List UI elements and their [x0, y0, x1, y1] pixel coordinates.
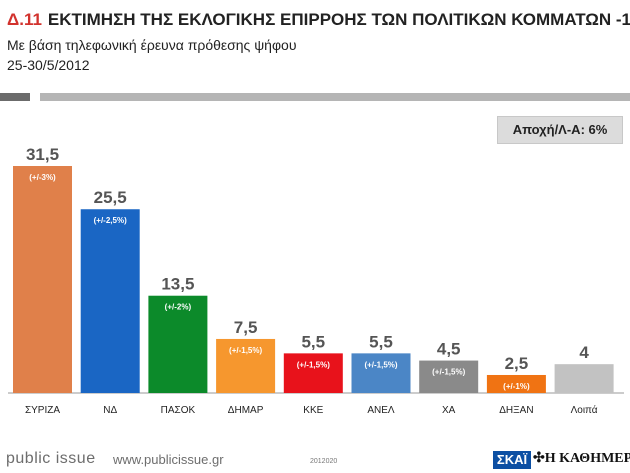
value-label-4: 5,5: [301, 332, 325, 351]
kathimerini-label: Η ΚΑΘΗΜΕΡΙΝΗ: [544, 451, 630, 466]
bar-7: [486, 374, 546, 393]
category-label-5: ΑΝΕΛ: [367, 405, 395, 416]
value-label-1: 25,5: [94, 188, 127, 207]
margin-label-4: (+/-1,5%): [297, 360, 330, 369]
skai-logo: ΣΚΑΪ: [493, 451, 531, 469]
margin-label-5: (+/-1,5%): [364, 360, 397, 369]
bar-8: [554, 364, 614, 393]
category-label-8: Λοιπά: [571, 404, 598, 416]
title-text: ΕΚΤΙΜΗΣΗ ΤΗΣ ΕΚΛΟΓΙΚΗΣ ΕΠΙΡΡΟΗΣ ΤΩΝ ΠΟΛΙ…: [47, 10, 630, 29]
subtitle: Με βάση τηλεφωνική έρευνα πρόθεσης ψήφου: [7, 37, 297, 53]
value-label-5: 5,5: [369, 332, 393, 351]
value-label-0: 31,5: [26, 145, 59, 164]
title-code: Δ.11: [7, 10, 42, 29]
value-label-3: 7,5: [234, 318, 258, 337]
category-label-2: ΠΑΣΟΚ: [161, 405, 196, 416]
margin-label-2: (+/-2%): [165, 303, 192, 312]
margin-label-3: (+/-1,5%): [229, 346, 262, 355]
category-label-3: ΔΗΜΑΡ: [228, 405, 264, 416]
margin-label-0: (+/-3%): [29, 173, 56, 182]
category-label-6: ΧΑ: [442, 405, 456, 416]
margin-label-6: (+/-1,5%): [432, 368, 465, 377]
page-title: Δ.11 ΕΚΤΙΜΗΣΗ ΤΗΣ ΕΚΛΟΓΙΚΗΣ ΕΠΙΡΡΟΗΣ ΤΩΝ …: [7, 10, 630, 30]
category-label-1: ΝΔ: [103, 405, 117, 416]
bar-3: [216, 338, 276, 393]
header-rule-dark: [0, 93, 30, 101]
brand-url: www.publicissue.gr: [113, 452, 224, 467]
survey-date: 25-30/5/2012: [7, 57, 90, 73]
value-label-6: 4,5: [437, 340, 461, 359]
margin-label-1: (+/-2,5%): [94, 216, 127, 225]
value-label-2: 13,5: [161, 275, 194, 294]
bar-5: [351, 353, 411, 393]
survey-code: 2012020: [310, 458, 338, 465]
brand-logo: public issue: [6, 450, 96, 467]
category-label-4: ΚΚΕ: [303, 405, 323, 416]
abstention-badge: Αποχή/Λ-Α: 6%: [497, 116, 623, 144]
bar-4: [283, 353, 343, 393]
bar-0: [13, 166, 72, 393]
bar-1: [80, 209, 140, 393]
category-label-0: ΣΥΡΙΖΑ: [25, 405, 60, 416]
category-label-7: ΔΗΞΑΝ: [499, 405, 533, 416]
bar-2: [148, 295, 208, 393]
kathimerini-logo: ✣Η ΚΑΘΗΜΕΡΙΝΗ: [533, 450, 630, 467]
bar-6: [419, 360, 479, 393]
margin-label-7: (+/-1%): [503, 382, 530, 391]
value-label-7: 2,5: [505, 354, 529, 373]
value-label-8: 4: [579, 343, 589, 362]
header-rule-light: [40, 93, 630, 101]
